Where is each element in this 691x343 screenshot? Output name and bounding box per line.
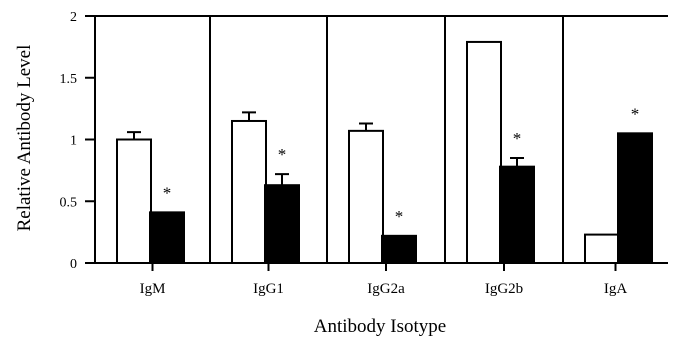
significance-marker: * — [513, 129, 522, 148]
significance-marker: * — [631, 104, 640, 123]
x-tick-label: IgM — [140, 281, 166, 297]
bar-open — [348, 129, 384, 264]
error-bar — [359, 122, 373, 131]
y-tick-label: 0.5 — [60, 195, 78, 210]
y-tick-label: 2 — [70, 10, 77, 25]
x-axis-title: Antibody Isotype — [314, 316, 446, 337]
x-tick-label: IgG1 — [253, 281, 284, 297]
significance-marker: * — [163, 183, 172, 202]
y-tick-label: 0 — [70, 257, 77, 272]
y-tick-label: 1 — [70, 134, 77, 149]
bar-open — [116, 138, 152, 264]
x-tick-label: IgG2a — [367, 281, 405, 297]
y-axis-title: Relative Antibody Level — [14, 45, 35, 232]
significance-marker: * — [278, 145, 287, 164]
plot-area: 0 0.5 1 1.5 2 * IgM * IgG1 * IgG2a * IgG2b * IgA — [60, 10, 668, 297]
error-bar — [510, 157, 524, 167]
bar-filled — [149, 211, 185, 265]
error-bar — [242, 111, 256, 121]
bar-filled — [499, 165, 535, 264]
x-tick-label: IgG2b — [485, 281, 523, 297]
bar-open — [584, 233, 620, 265]
error-bar — [127, 131, 141, 140]
significance-marker: * — [395, 207, 404, 226]
bar-filled — [264, 184, 300, 265]
bar-open — [231, 119, 267, 264]
x-tick-label: IgA — [604, 281, 627, 297]
bar-filled — [381, 234, 417, 265]
error-bar — [275, 173, 289, 186]
bar-open — [466, 40, 502, 265]
bar-filled — [617, 132, 653, 264]
y-tick-label: 1.5 — [60, 72, 78, 87]
